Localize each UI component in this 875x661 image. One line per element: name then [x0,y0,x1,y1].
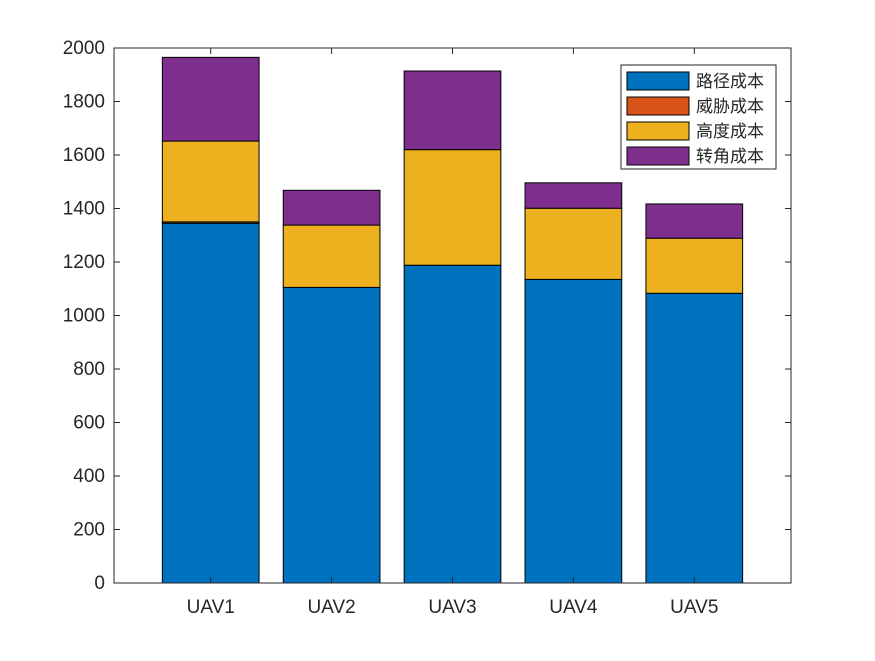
bar-segment-uav5-series-4 [645,203,744,239]
x-axis: UAV1 UAV2 UAV3 UAV4 UAV5 [187,48,718,618]
x-tick-label: UAV1 [187,597,235,618]
y-tick-label: 1600 [63,145,105,166]
bar-segment-uav4-series-1 [524,278,623,584]
bar-segment-uav4-series-3 [524,207,623,280]
y-tick-label: 200 [73,520,105,541]
bar-segment-uav4-series-4 [524,182,623,209]
x-tick-label: UAV5 [670,597,718,618]
y-axis: 0 200 400 600 800 1000 1200 1400 1600 1800 2000 [63,38,791,594]
bar-segment-uav3-series-1 [403,264,502,584]
bar-segment-uav5-series-3 [645,237,744,294]
y-tick-label: 1000 [63,306,105,327]
x-tick-label: UAV3 [428,597,476,618]
legend-label-1: 路径成本 [696,72,764,92]
y-tick-label: 2000 [63,38,105,59]
bar-segment-uav2-series-1 [282,286,381,584]
bar-segment-uav1-series-4 [161,56,260,142]
bar-segment-uav2-series-4 [282,189,381,226]
y-tick-label: 1200 [63,252,105,273]
bar-segment-uav3-series-3 [403,149,502,266]
legend-swatch-4 [626,146,690,166]
bar-segment-uav5-series-1 [645,292,744,584]
legend-swatch-3 [626,121,690,141]
y-tick-label: 1400 [63,199,105,220]
legend-label-3: 高度成本 [696,122,764,142]
bar-segment-uav2-series-3 [282,224,381,288]
bar-segment-uav1-series-1 [161,222,260,584]
legend-label-2: 威胁成本 [696,97,764,117]
y-tick-label: 0 [94,573,105,594]
y-tick-label: 1800 [63,92,105,113]
y-tick-label: 800 [73,359,105,380]
x-tick-label: UAV4 [549,597,598,618]
legend-swatch-2 [626,96,690,116]
x-tick-label: UAV2 [307,597,355,618]
bar-segment-uav3-series-4 [403,70,502,151]
y-tick-label: 600 [73,413,105,434]
bars-layer [161,56,744,584]
y-tick-label: 400 [73,466,105,487]
bar-segment-uav1-series-3 [161,140,260,223]
legend-label-4: 转角成本 [696,147,764,167]
legend-swatch-1 [626,71,690,91]
